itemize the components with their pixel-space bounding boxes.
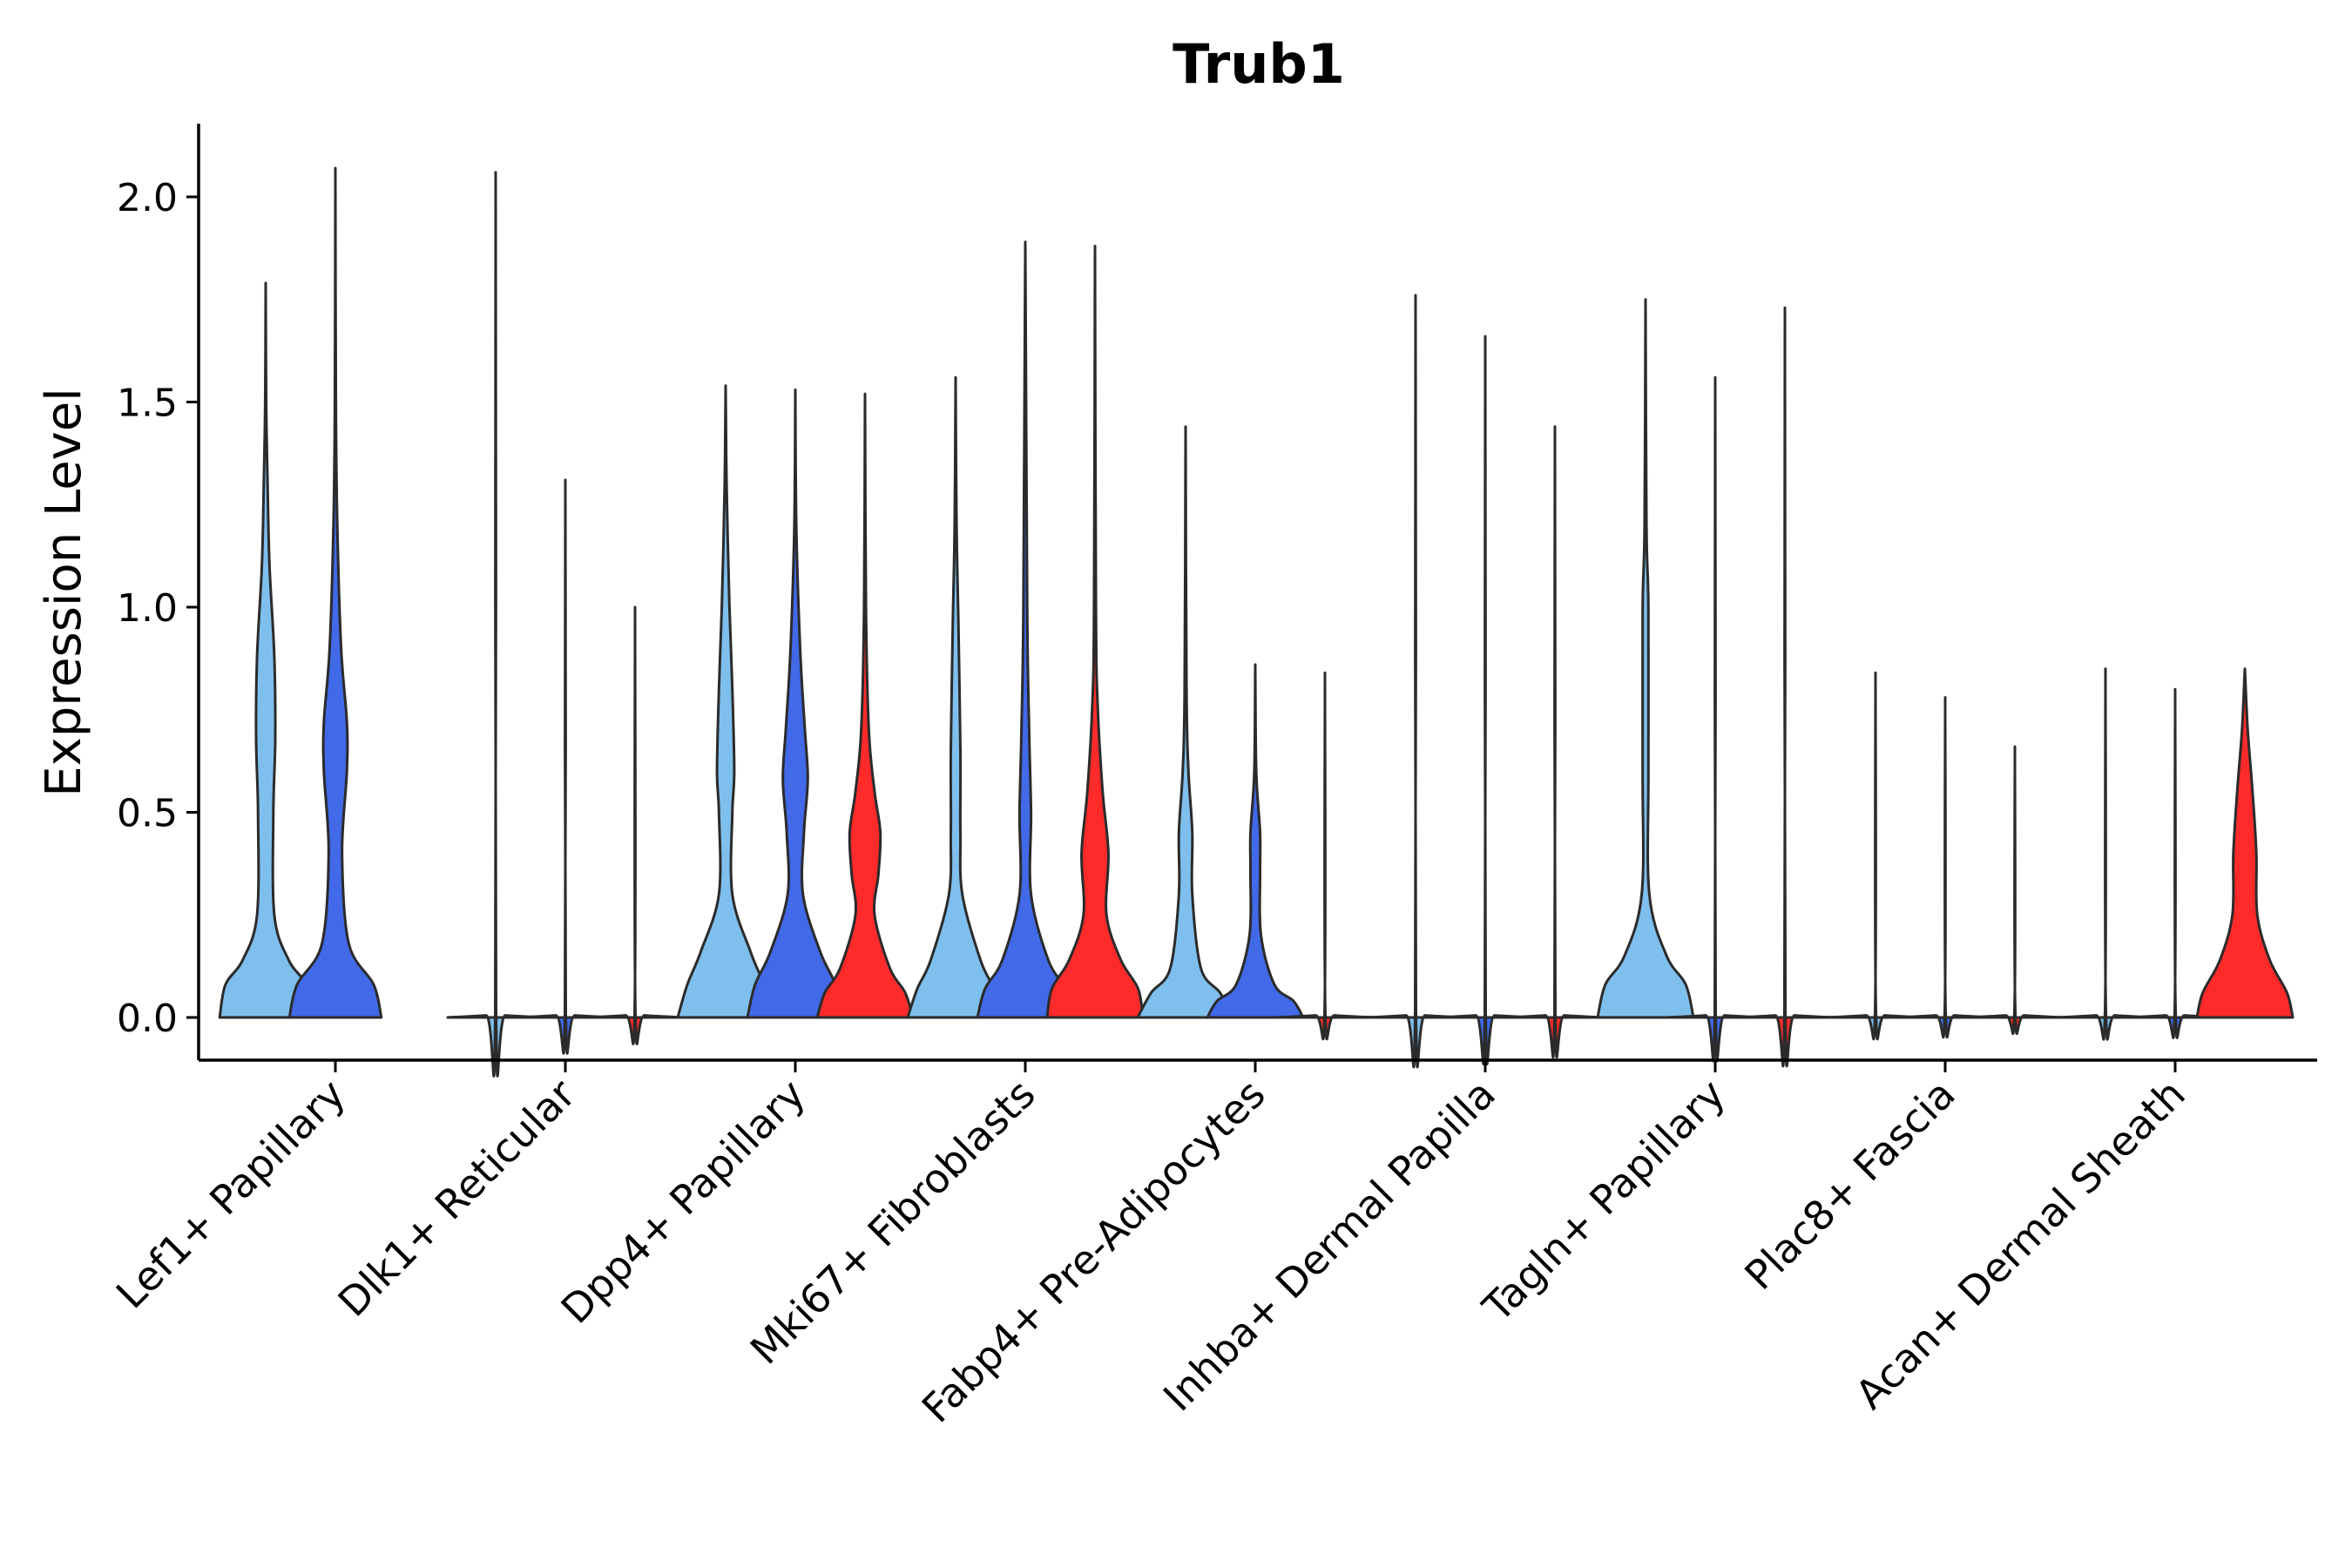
violin-5-group-1 — [1136, 425, 1235, 1019]
violin-1-group-1 — [218, 281, 314, 1019]
chart-title: Trub1 — [1173, 32, 1345, 96]
violin-9-group-1 — [2056, 667, 2155, 1041]
x-tick-label: Lef1+ Papillary — [107, 1071, 355, 1318]
violin-7-group-2 — [1666, 375, 1765, 1063]
y-tick-label: 2.0 — [117, 176, 178, 220]
y-tick-label: 0.5 — [117, 792, 178, 836]
violin-6-group-2 — [1436, 335, 1535, 1065]
x-tick-label: Plac8+ Fascia — [1735, 1071, 1963, 1299]
violin-4-group-3 — [1045, 245, 1145, 1019]
violin-8-group-1 — [1826, 671, 1925, 1041]
violin-6-group-1 — [1366, 294, 1465, 1069]
y-axis-label: Expression Level — [36, 388, 92, 797]
y-tick-label: 1.0 — [117, 586, 178, 631]
violin-9-group-3 — [2195, 667, 2295, 1019]
violin-7-group-3 — [1735, 306, 1835, 1068]
y-tick-label: 1.5 — [117, 382, 178, 426]
violin-5-group-3 — [1275, 671, 1375, 1041]
violin-8-group-2 — [1896, 696, 1995, 1039]
x-tick-label: Tagln+ Papillary — [1473, 1071, 1734, 1332]
violin-7-group-1 — [1596, 298, 1695, 1019]
x-tick-label: Dlk1+ Reticular — [329, 1071, 585, 1326]
violin-8-group-3 — [1965, 745, 2065, 1036]
plot-area — [218, 166, 2295, 1078]
y-tick-label: 0.0 — [117, 997, 178, 1041]
violin-6-group-3 — [1505, 425, 1605, 1059]
violin-3-group-3 — [815, 392, 915, 1019]
violin-3-group-2 — [746, 388, 845, 1019]
violin-5-group-2 — [1206, 663, 1305, 1019]
violin-4-group-1 — [906, 375, 1005, 1019]
violin-2-group-2 — [516, 478, 615, 1055]
violin-4-group-2 — [976, 240, 1075, 1019]
violin-3-group-1 — [676, 384, 775, 1019]
violin-2-group-3 — [585, 605, 685, 1045]
violin-1-group-2 — [287, 166, 383, 1019]
violin-9-group-2 — [2126, 687, 2225, 1039]
violin-2-group-1 — [446, 171, 545, 1078]
x-tick-label: Dpp4+ Papillary — [552, 1071, 814, 1333]
